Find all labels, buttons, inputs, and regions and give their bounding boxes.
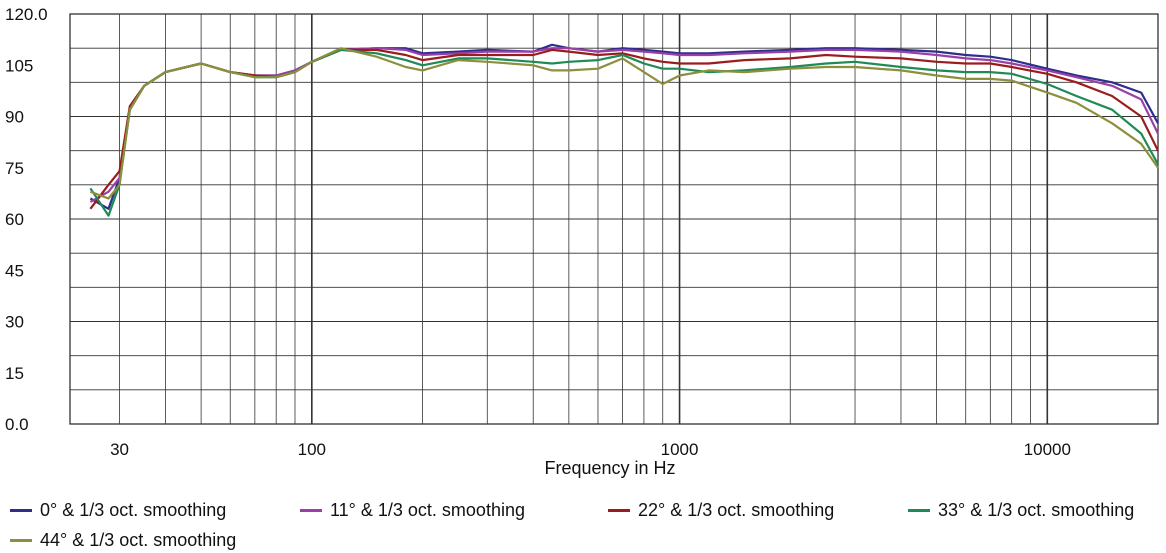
y-tick-label: 60 bbox=[5, 210, 24, 229]
legend-label: 11° & 1/3 oct. smoothing bbox=[330, 499, 525, 520]
x-axis-title: Frequency in Hz bbox=[544, 458, 675, 478]
y-tick-label: 45 bbox=[5, 261, 24, 280]
series-line-0 bbox=[89, 43, 1159, 210]
x-axis-tick-labels: 30 100 1000 10000 bbox=[110, 440, 1071, 459]
x-tick-label: 30 bbox=[110, 440, 129, 459]
legend-swatch bbox=[608, 508, 630, 512]
legend-swatch bbox=[908, 508, 930, 512]
y-tick-label: 30 bbox=[5, 313, 24, 332]
frequency-response-chart: 0.0 15 30 45 60 75 90 105 120.0 30 100 1000 10000 F… bbox=[5, 5, 1159, 478]
legend-label: 22° & 1/3 oct. smoothing bbox=[638, 499, 835, 520]
x-tick-label: 1000 bbox=[661, 440, 699, 459]
legend-item: 11° & 1/3 oct. smoothing bbox=[300, 497, 525, 523]
series-lines bbox=[89, 43, 1159, 217]
legend-swatch bbox=[10, 538, 32, 542]
x-tick-label: 100 bbox=[298, 440, 326, 459]
legend-item: 33° & 1/3 oct. smoothing bbox=[908, 497, 1134, 523]
y-axis-tick-labels: 0.0 15 30 45 60 75 90 105 120.0 bbox=[5, 5, 48, 434]
x-tick-label: 10000 bbox=[1024, 440, 1071, 459]
y-tick-label: 15 bbox=[5, 364, 24, 383]
legend-label: 44° & 1/3 oct. smoothing bbox=[40, 529, 237, 550]
legend-item: 22° & 1/3 oct. smoothing bbox=[608, 497, 834, 523]
y-tick-label: 105 bbox=[5, 56, 33, 75]
series-line-1 bbox=[89, 47, 1159, 203]
grid-lines bbox=[69, 13, 1159, 425]
y-tick-label: 90 bbox=[5, 108, 24, 127]
legend-item: 44° & 1/3 oct. smoothing bbox=[10, 527, 236, 553]
y-tick-label: 75 bbox=[5, 159, 24, 178]
legend-item: 0° & 1/3 oct. smoothing bbox=[10, 497, 226, 523]
y-tick-label: 0.0 bbox=[5, 415, 29, 434]
y-tick-label: 120.0 bbox=[5, 5, 48, 24]
legend-label: 0° & 1/3 oct. smoothing bbox=[40, 499, 227, 520]
legend-swatch bbox=[10, 508, 32, 512]
legend-label: 33° & 1/3 oct. smoothing bbox=[938, 499, 1135, 520]
series-line-4 bbox=[90, 47, 1159, 200]
legend-swatch bbox=[300, 508, 322, 512]
